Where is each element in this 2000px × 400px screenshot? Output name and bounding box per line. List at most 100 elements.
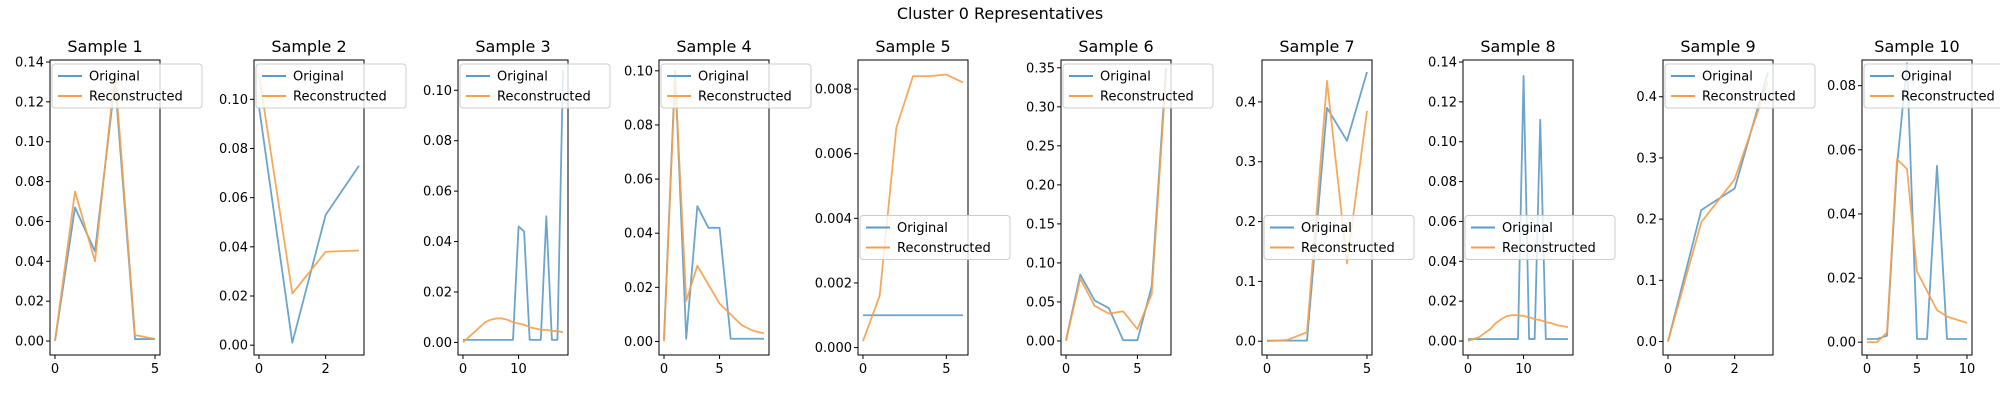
y-tick-label: 0.08 [423, 134, 452, 149]
series-line-original [1468, 75, 1568, 340]
legend-box [459, 63, 611, 109]
y-tick-label: 0.02 [15, 295, 44, 310]
series-line-original [1065, 67, 1167, 342]
legend: Original Reconstructed [51, 63, 203, 109]
x-tick-label: 0 [660, 362, 668, 377]
legend: Original Reconstructed [1062, 63, 1214, 109]
legend-label: Original [897, 221, 948, 236]
y-tick-label: 0.2 [1636, 213, 1657, 228]
series-line-original [663, 69, 764, 340]
subplot-4: Sample 4 0.00 0.02 0.04 0.06 0.08 0.10 0 5 Origin… [624, 37, 812, 377]
x-tick-label: 0 [859, 362, 867, 377]
y-tick-label: 0.00 [1827, 336, 1856, 351]
legend-box [859, 215, 1011, 260]
y-tick-label: 0.006 [815, 147, 852, 162]
y-tick-label: 0.00 [1428, 335, 1457, 350]
y-tick-label: 0.08 [219, 142, 248, 157]
subplot-title: Sample 4 [676, 37, 751, 56]
y-tick-label: 0.00 [423, 336, 452, 351]
x-tick-label: 2 [1731, 362, 1739, 377]
axes-frame [1662, 59, 1774, 356]
y-tick-label: 0.00 [219, 339, 248, 354]
subplot-title: Sample 8 [1480, 37, 1555, 56]
x-tick-label: 5 [942, 362, 950, 377]
subplots: Sample 10.000.020.040.060.080.100.120.14… [15, 37, 2000, 377]
legend: Original Reconstructed [660, 63, 812, 109]
legend: Original Reconstructed [1664, 63, 1816, 109]
y-tick-label: 0.12 [15, 95, 44, 110]
series-line-reconstructed [1266, 80, 1368, 343]
y-tick-label: 0.06 [1827, 143, 1856, 158]
axes-frame [1261, 59, 1373, 356]
legend: Original Reconstructed [459, 63, 611, 109]
y-tick-label: 0.08 [1827, 79, 1856, 94]
series-line-reconstructed [663, 75, 765, 342]
legend-label: Original [1901, 70, 1952, 85]
legend-label: Reconstructed [897, 241, 991, 256]
x-tick-label: 0 [459, 362, 467, 377]
legend-label: Original [497, 70, 548, 85]
y-tick-label: 0.04 [423, 235, 452, 250]
y-tick-label: 0.14 [1428, 55, 1457, 70]
subplot-6: Sample 6 0.00 0.05 0.10 0.15 0.20 0.25 0.30 0.35… [1026, 37, 1214, 377]
legend-label: Reconstructed [89, 90, 183, 105]
y-tick-label: 0.00 [624, 335, 653, 350]
series-line-reconstructed [1467, 314, 1569, 342]
legend-label: Original [1702, 70, 1753, 85]
subplot-5: Sample 5 0.000 0.002 0.004 0.006 0.008 0 5 Origi… [815, 37, 1011, 377]
axes-frame [658, 59, 770, 356]
y-tick-label: 0.06 [1428, 215, 1457, 230]
y-tick-label: 0.10 [624, 64, 653, 79]
subplot-1: Sample 1 0.00 0.02 0.04 0.06 0.08 0.10 0.12 0.14… [15, 37, 203, 377]
legend-box [1062, 63, 1214, 109]
figure-title: Cluster 0 Representatives [897, 4, 1103, 23]
y-tick-label: 0.04 [624, 227, 653, 242]
axes-frame [457, 59, 569, 356]
x-tick-label: 0 [1863, 362, 1871, 377]
y-tick-label: 0.04 [15, 255, 44, 270]
y-tick-label: 0.02 [1428, 295, 1457, 310]
subplot-2: Sample 2 0.00 0.02 0.04 0.06 0.08 0.10 0 2 Origin… [219, 37, 407, 377]
legend-label: Original [1301, 221, 1352, 236]
y-tick-label: 0.0 [1235, 335, 1256, 350]
x-tick-label: 10 [510, 362, 527, 377]
x-tick-label: 10 [1959, 362, 1976, 377]
y-tick-label: 0.04 [219, 240, 248, 255]
y-tick-label: 0.08 [1428, 175, 1457, 190]
legend: Original Reconstructed [859, 215, 1011, 260]
y-tick-label: 0.14 [15, 55, 44, 70]
series-line-reconstructed [862, 73, 964, 342]
series-line-original [258, 106, 360, 344]
legend: Original Reconstructed [1263, 215, 1415, 260]
legend-box [51, 63, 203, 109]
legend: Original Reconstructed [1464, 215, 1616, 260]
series-line-reconstructed [54, 71, 156, 342]
x-tick-label: 10 [1515, 362, 1532, 377]
series-line-reconstructed [462, 317, 564, 344]
x-tick-label: 0 [51, 362, 59, 377]
legend-box [1263, 215, 1415, 260]
legend-label: Reconstructed [698, 90, 792, 105]
y-tick-label: 0.1 [1636, 274, 1657, 289]
y-tick-label: 0.02 [423, 285, 452, 300]
axes-frame [857, 59, 969, 356]
y-tick-label: 0.0 [1636, 335, 1657, 350]
y-tick-label: 0.1 [1235, 275, 1256, 290]
y-tick-label: 0.10 [15, 135, 44, 150]
axes-frame [49, 59, 161, 356]
axes-frame [1060, 59, 1172, 356]
y-tick-label: 0.02 [219, 290, 248, 305]
x-tick-label: 0 [1263, 362, 1271, 377]
y-tick-label: 0.2 [1235, 215, 1256, 230]
y-tick-label: 0.00 [15, 335, 44, 350]
legend-box [660, 63, 812, 109]
subplot-8: Sample 8 0.00 0.02 0.04 0.06 0.08 0.10 0.12 0.14… [1428, 37, 1616, 377]
x-tick-label: 5 [1363, 362, 1371, 377]
series-line-reconstructed [1065, 75, 1167, 342]
legend-label: Reconstructed [497, 90, 591, 105]
y-tick-label: 0.20 [1026, 178, 1055, 193]
legend-box [255, 63, 407, 109]
legend-box [1464, 215, 1616, 260]
y-tick-label: 0.15 [1026, 217, 1055, 232]
